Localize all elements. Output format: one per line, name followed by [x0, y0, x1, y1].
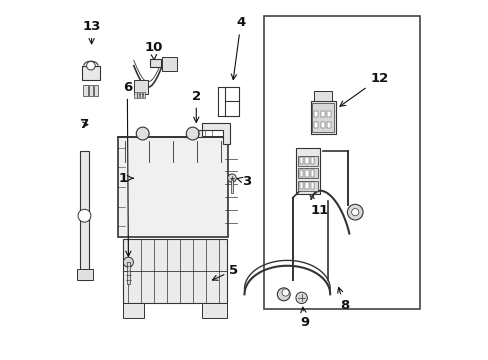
Text: 6: 6: [122, 81, 132, 256]
Text: 5: 5: [212, 264, 238, 280]
Bar: [299, 182, 303, 189]
Text: 10: 10: [144, 41, 163, 60]
Bar: [305, 170, 308, 177]
Text: 8: 8: [337, 287, 348, 312]
Circle shape: [227, 174, 236, 183]
Text: 1: 1: [118, 172, 133, 185]
Bar: [77, 269, 93, 280]
Bar: [140, 93, 142, 98]
Bar: [143, 93, 145, 98]
Text: 9: 9: [299, 307, 308, 329]
Circle shape: [346, 204, 363, 220]
Circle shape: [136, 127, 149, 140]
Circle shape: [186, 127, 199, 140]
Bar: [320, 111, 324, 117]
Bar: [299, 157, 303, 164]
Bar: [201, 303, 226, 318]
Text: 13: 13: [82, 20, 101, 44]
Text: 2: 2: [191, 90, 201, 122]
Bar: [296, 148, 319, 194]
Bar: [320, 122, 324, 128]
Bar: [88, 85, 93, 96]
Text: 4: 4: [231, 16, 245, 80]
Bar: [80, 152, 89, 280]
Bar: [149, 59, 160, 67]
Text: 3: 3: [236, 175, 251, 188]
Circle shape: [351, 208, 358, 216]
Bar: [298, 181, 317, 191]
Circle shape: [282, 289, 288, 296]
Bar: [313, 111, 318, 117]
Bar: [326, 122, 331, 128]
Bar: [305, 157, 308, 164]
Bar: [230, 178, 233, 193]
Bar: [299, 170, 303, 177]
Circle shape: [123, 257, 133, 267]
Bar: [310, 157, 313, 164]
Bar: [83, 85, 87, 96]
Circle shape: [78, 209, 91, 222]
Bar: [310, 170, 313, 177]
Bar: [305, 182, 308, 189]
Bar: [134, 80, 148, 94]
Bar: [298, 156, 317, 166]
Text: 7: 7: [79, 118, 88, 131]
Bar: [94, 85, 98, 96]
Bar: [123, 303, 144, 318]
Bar: [126, 262, 130, 284]
Bar: [264, 16, 419, 309]
Bar: [313, 91, 331, 102]
Bar: [82, 66, 100, 80]
Bar: [310, 102, 335, 134]
Bar: [326, 111, 331, 117]
Circle shape: [86, 62, 95, 70]
Bar: [118, 137, 228, 237]
Bar: [134, 93, 136, 98]
Bar: [310, 182, 313, 189]
Bar: [123, 239, 226, 303]
Bar: [137, 93, 139, 98]
Circle shape: [277, 288, 290, 301]
Circle shape: [295, 292, 307, 303]
Polygon shape: [183, 123, 230, 144]
Bar: [313, 122, 318, 128]
Text: 11: 11: [310, 191, 328, 217]
Bar: [298, 168, 317, 178]
Bar: [162, 57, 176, 71]
Text: 12: 12: [339, 72, 388, 106]
Bar: [312, 103, 333, 132]
